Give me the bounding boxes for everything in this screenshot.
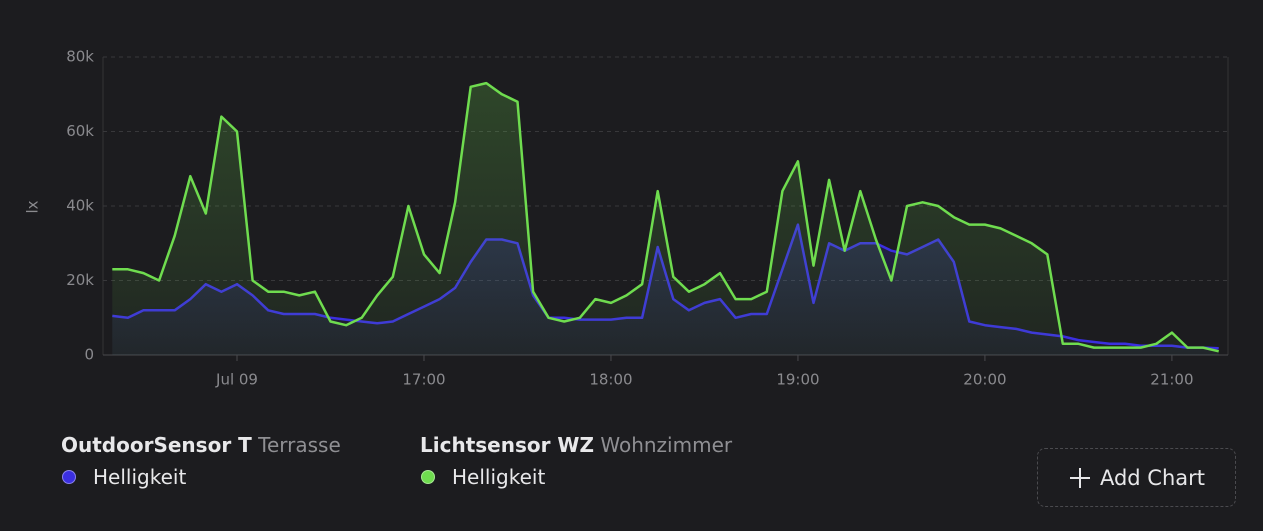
legend-entry: Lichtsensor WZ Wohnzimmer Helligkeit [420, 433, 732, 489]
legend-row: Helligkeit [61, 465, 341, 489]
add-chart-label: Add Chart [1099, 465, 1206, 490]
legend-label: Helligkeit [93, 465, 187, 489]
y-tick-label: 40k [66, 197, 94, 215]
legend-area: Terrasse [258, 433, 341, 457]
y-axis-label: lx [24, 200, 42, 213]
legend-dot [62, 470, 76, 484]
y-tick-label: 20k [66, 271, 94, 289]
legend-area: Wohnzimmer [600, 433, 733, 457]
legend-device: OutdoorSensor T [61, 433, 252, 457]
x-tick-label: 21:00 [1150, 371, 1193, 389]
x-tick-label: 17:00 [402, 371, 445, 389]
y-tick-label: 80k [66, 48, 94, 66]
x-tick-label: 18:00 [589, 371, 632, 389]
y-tick-label: 0 [84, 346, 94, 364]
legend-entry: OutdoorSensor T Terrasse Helligkeit [61, 433, 341, 489]
chart: lx 0 20k 40k 60k 80k Jul 09 17:00 18:00 19:00 20:… [24, 48, 1229, 389]
x-tick-label: 19:00 [776, 371, 819, 389]
x-tick-label: 20:00 [963, 371, 1006, 389]
series-area [112, 83, 1219, 355]
legend-header: Lichtsensor WZ Wohnzimmer [420, 433, 732, 457]
y-tick-label: 60k [66, 122, 94, 140]
add-chart-button[interactable]: Add Chart [1037, 448, 1236, 507]
legend-dot [421, 470, 435, 484]
legend-row: Helligkeit [420, 465, 732, 489]
legend-device: Lichtsensor WZ [420, 433, 594, 457]
x-tick-label: Jul 09 [215, 371, 258, 389]
plus-icon [1069, 467, 1090, 488]
legend-header: OutdoorSensor T Terrasse [61, 433, 341, 457]
legend-label: Helligkeit [452, 465, 546, 489]
series-line [112, 81, 1219, 353]
